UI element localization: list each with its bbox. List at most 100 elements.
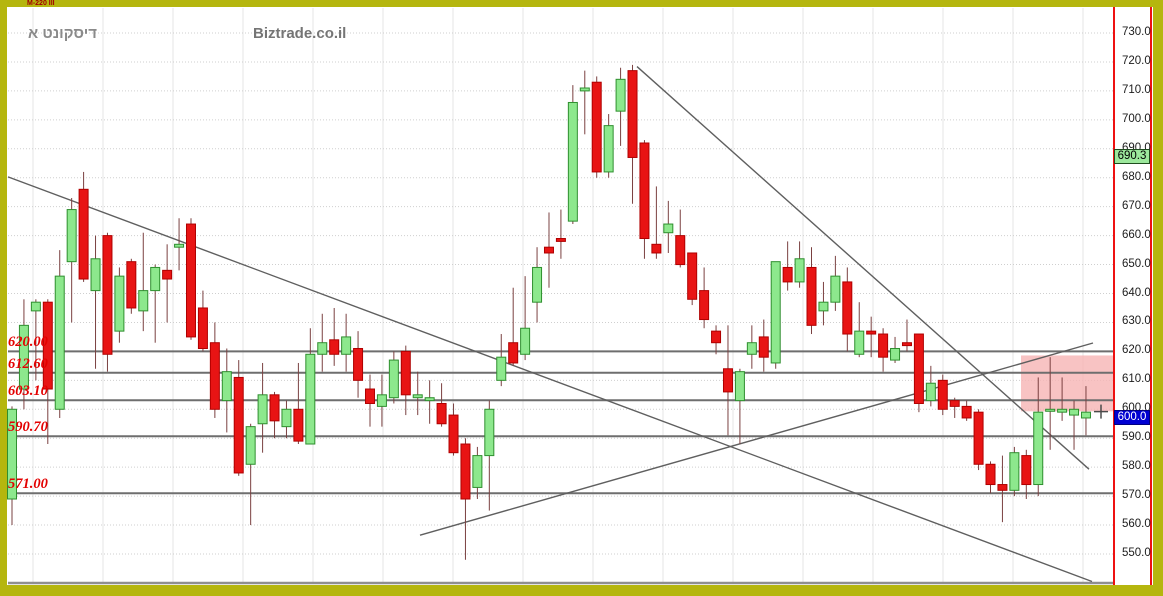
candle-up	[30, 301, 41, 312]
candle-up	[1057, 408, 1068, 413]
candle-down	[197, 307, 208, 349]
axis-price-label: 590.0	[1122, 431, 1151, 444]
candle-up	[7, 408, 17, 500]
candle-up	[890, 347, 901, 361]
candle-down	[806, 266, 817, 326]
axis-price-label: 620.0	[1122, 344, 1151, 357]
candle-up	[305, 353, 316, 445]
trend-line	[636, 66, 1090, 470]
cursor-price-box: 600.0	[1114, 410, 1150, 426]
candle-down	[842, 281, 853, 335]
candle-up	[257, 394, 268, 425]
candle-up	[90, 258, 101, 292]
candle-down	[711, 330, 722, 344]
candle-down	[364, 388, 375, 404]
candle-up	[734, 371, 745, 402]
support-price-label: 590.70	[8, 419, 48, 436]
candle-up	[341, 336, 352, 355]
candle-up	[412, 394, 423, 399]
candle-up	[603, 125, 614, 173]
candle-down	[901, 342, 912, 347]
candle-up	[1045, 408, 1056, 412]
candle-down	[627, 70, 638, 158]
candle-down	[353, 347, 364, 381]
candle-up	[472, 455, 483, 488]
candle-down	[878, 333, 889, 358]
candle-down	[675, 235, 686, 266]
candle-down	[233, 376, 244, 474]
axis-price-label: 660.0	[1122, 228, 1151, 241]
candle-up	[424, 397, 435, 402]
candle-down	[961, 405, 972, 419]
candle-up	[818, 301, 829, 312]
candle-down	[436, 402, 447, 425]
candle-up	[138, 290, 149, 312]
candle-down	[722, 368, 733, 393]
candle-down	[782, 266, 793, 283]
candle-up	[925, 382, 936, 402]
candle-down	[997, 484, 1008, 491]
trend-line	[7, 176, 1093, 583]
candle-up	[114, 275, 125, 332]
candle-up	[615, 78, 626, 112]
candle-up	[794, 258, 805, 283]
candle-down	[639, 142, 650, 240]
candle-up	[281, 408, 292, 428]
candle-down	[699, 290, 710, 321]
candle-down	[329, 339, 340, 355]
axis-price-label: 640.0	[1122, 286, 1151, 299]
clipped-indicator-text: M-220 III	[27, 0, 55, 7]
candle-down	[866, 330, 877, 335]
support-price-label: 612.60	[8, 355, 48, 372]
candle-up	[388, 359, 399, 399]
candle-down	[687, 252, 698, 300]
axis-price-label: 610.0	[1122, 373, 1151, 386]
candle-down	[269, 394, 280, 422]
candle-down	[758, 336, 769, 358]
candle-up	[54, 275, 65, 410]
axis-price-label: 710.0	[1122, 83, 1151, 96]
window-frame-right	[1153, 0, 1163, 596]
axis-price-label: 630.0	[1122, 315, 1151, 328]
candle-down	[460, 443, 471, 500]
axis-price-label: 570.0	[1122, 489, 1151, 502]
window-frame-bottom	[0, 585, 1163, 596]
candle-down	[78, 188, 89, 280]
candle-up	[663, 223, 674, 234]
candle-up	[532, 266, 543, 303]
axis-price-label: 650.0	[1122, 257, 1151, 270]
candle-down	[949, 400, 960, 407]
candle-up	[376, 394, 387, 407]
candle-up	[1033, 411, 1044, 486]
axis-price-label: 550.0	[1122, 546, 1151, 559]
price-axis[interactable]: 730.0 720.0 710.0 700.0 690.0 680.0 670.0 660.0…	[1113, 7, 1152, 585]
axis-price-label: 680.0	[1122, 170, 1151, 183]
candle-down	[973, 411, 984, 465]
support-price-label: 571.00	[8, 476, 48, 493]
candle-down	[42, 301, 53, 390]
symbol-title: דיסקונט א	[28, 25, 97, 42]
last-price-box: 690.3	[1114, 148, 1150, 164]
axis-price-label: 580.0	[1122, 460, 1151, 473]
axis-price-label: 730.0	[1122, 26, 1151, 38]
candle-down	[651, 243, 662, 254]
candle-up	[245, 426, 256, 465]
candle-down	[543, 246, 554, 254]
candle-up	[174, 243, 185, 248]
trend-line	[419, 342, 1094, 536]
candle-up	[770, 261, 781, 364]
axis-price-label: 720.0	[1122, 54, 1151, 67]
candle-up	[221, 371, 232, 402]
candle-down	[293, 408, 304, 442]
window-frame-left	[0, 0, 7, 596]
candle-down	[1021, 455, 1032, 486]
candle-down	[400, 350, 411, 396]
candle-up	[66, 209, 77, 263]
highlight-zone	[1021, 355, 1113, 412]
candle-up	[567, 101, 578, 222]
candle-down	[102, 235, 113, 355]
candle-up	[1009, 452, 1020, 491]
axis-price-label: 560.0	[1122, 518, 1151, 531]
